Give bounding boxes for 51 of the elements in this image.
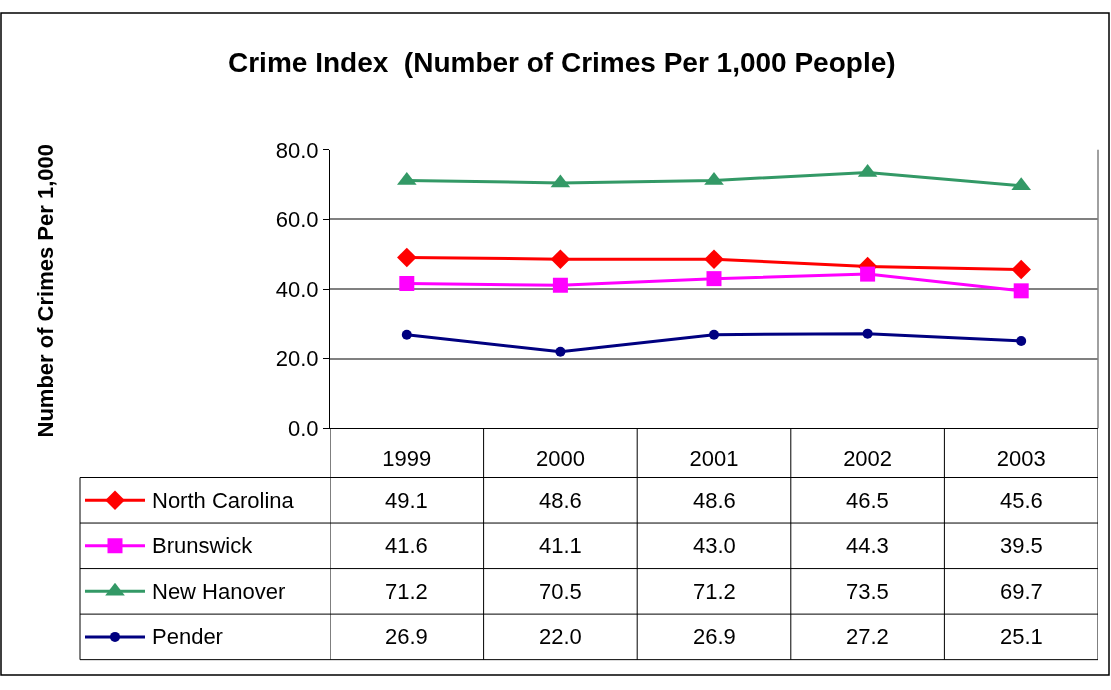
- legend-label: New Hanover: [152, 579, 286, 604]
- y-tick-label: 40.0: [275, 276, 319, 302]
- data-label: 43.0: [693, 533, 736, 558]
- point: [555, 346, 566, 357]
- point: [550, 249, 571, 269]
- data-label: 71.2: [385, 579, 428, 604]
- point: [860, 266, 876, 282]
- x-tick-label: 2001: [689, 445, 739, 471]
- point: [704, 249, 724, 269]
- data-label: 69.7: [1000, 579, 1043, 604]
- y-tick-label: 20.0: [275, 346, 319, 372]
- point: [399, 276, 415, 292]
- legend-label: North Carolina: [152, 488, 295, 513]
- text: Number of Crimes Per 1,000: [32, 144, 58, 438]
- point: [862, 328, 873, 339]
- data-label: 73.5: [846, 579, 889, 604]
- y-tick-label: 0.0: [288, 416, 319, 442]
- data-label: 71.2: [693, 579, 736, 604]
- point: [704, 171, 724, 185]
- data-label: 27.2: [846, 624, 889, 649]
- legend-label: Pender: [152, 624, 223, 649]
- x-tick-label: 2000: [535, 445, 585, 471]
- data-label: 44.3: [846, 533, 889, 558]
- data-label: 26.9: [385, 624, 428, 649]
- data-label: 48.6: [693, 488, 736, 513]
- point: [401, 329, 412, 340]
- point: [1016, 335, 1027, 346]
- legend-label: Brunswick: [152, 533, 254, 558]
- x-tick-label: 1999: [382, 445, 432, 471]
- data-label: 41.6: [385, 533, 428, 558]
- point: [397, 247, 417, 268]
- x-tick-label: 2002: [843, 445, 893, 471]
- point: [709, 329, 719, 340]
- data-label: 48.6: [539, 488, 582, 513]
- point: [1013, 283, 1029, 299]
- data-label: 70.5: [539, 579, 582, 604]
- data-label: 39.5: [1000, 533, 1043, 558]
- data-label: 45.6: [1000, 488, 1043, 513]
- y-tick-label: 80.0: [275, 137, 319, 163]
- data-label: 49.1: [385, 488, 428, 513]
- chart-title: Crime Index (Number of Crimes Per 1,000 People): [228, 47, 896, 78]
- point: [1011, 259, 1031, 280]
- data-label: 41.1: [539, 533, 582, 558]
- data-label: 22.0: [539, 624, 582, 649]
- data-label: 46.5: [846, 488, 889, 513]
- y-tick-label: 60.0: [275, 207, 319, 233]
- data-label: 26.9: [693, 624, 736, 649]
- point: [706, 271, 722, 287]
- data-label: 25.1: [1000, 624, 1043, 649]
- x-tick-label: 2003: [996, 445, 1046, 471]
- point: [552, 277, 568, 293]
